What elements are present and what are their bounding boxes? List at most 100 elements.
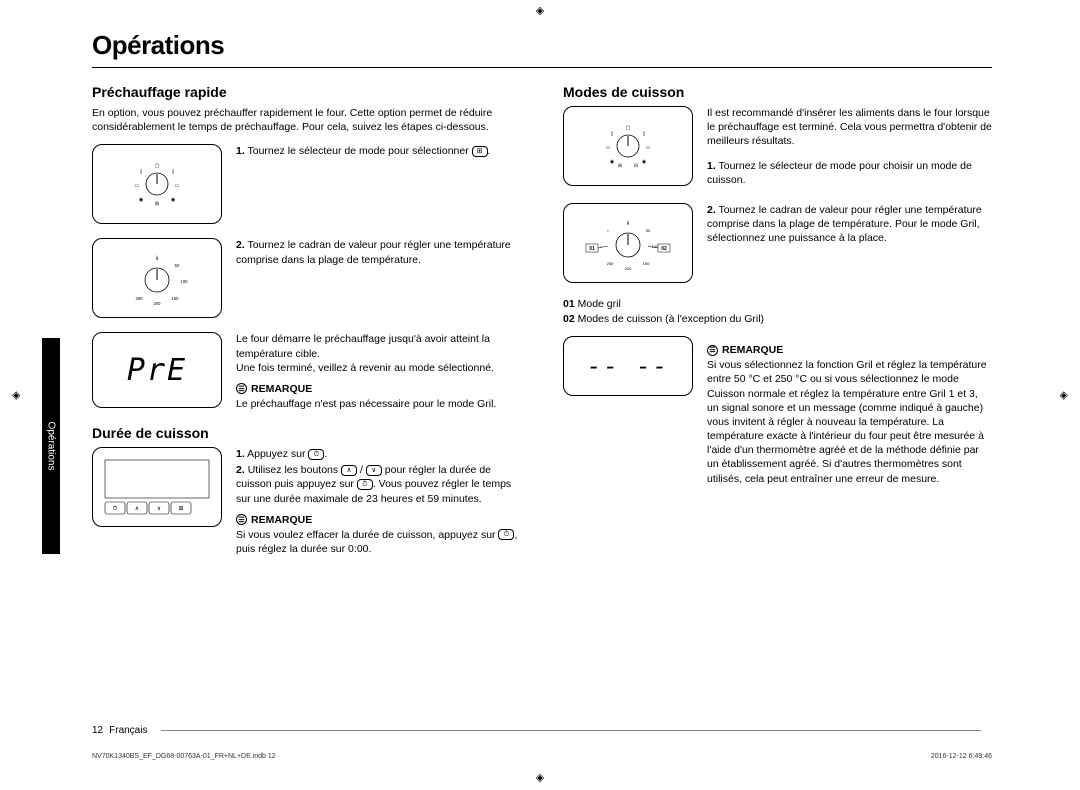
- remark-label-1: REMARQUE: [251, 383, 312, 395]
- remark-text-2: Si vous voulez effacer la durée de cuiss…: [236, 528, 521, 556]
- note-icon: ☰: [236, 383, 247, 394]
- pre-info-b: Une fois terminé, veillez à revenir au m…: [236, 361, 521, 375]
- svg-text:•: •: [607, 228, 609, 233]
- remark-text-1: Le préchauffage n'est pas nécessaire pou…: [236, 397, 521, 411]
- svg-text:▭: ▭: [175, 183, 180, 189]
- clock-button-icon: ⏱: [308, 449, 324, 460]
- modes-intro-step1: Il est recommandé d'insérer les aliments…: [707, 106, 992, 189]
- clock-button-icon-2: ⏱: [357, 479, 373, 490]
- side-tab: Opérations: [42, 338, 60, 554]
- svg-text:▯: ▯: [140, 169, 143, 175]
- svg-text:🌡: 🌡: [154, 255, 159, 260]
- reg-mark-bottom: ◈: [536, 771, 544, 784]
- columns: Préchauffage rapide En option, vous pouv…: [92, 84, 992, 570]
- row-pre-display: PrE Le four démarre le préchauffage jusq…: [92, 332, 521, 411]
- svg-text:▢: ▢: [626, 125, 631, 131]
- remark-head-1: ☰ REMARQUE: [236, 383, 521, 395]
- down-button-icon: ∨: [366, 465, 382, 476]
- prechauffage-intro: En option, vous pouvez préchauffer rapid…: [92, 106, 521, 134]
- footer-meta: NV70K1340BS_EF_DG68-00763A-01_FR+NL+DE.i…: [92, 753, 992, 760]
- svg-text:200: 200: [625, 266, 632, 271]
- svg-text:∨: ∨: [157, 506, 161, 512]
- footer-timestamp: 2016-12-12 6:49:46: [931, 753, 992, 760]
- right-column: Modes de cuisson ▢ ▯ ▯ ▭ ▭ ◉ ◉ ⊞ ⊟: [563, 84, 992, 570]
- svg-text:50: 50: [175, 263, 180, 268]
- remark-text-3: Si vous sélectionnez la fonction Gril et…: [707, 358, 992, 486]
- svg-text:◉: ◉: [139, 197, 144, 203]
- svg-text:200: 200: [154, 301, 162, 306]
- section-modes-heading: Modes de cuisson: [563, 84, 992, 100]
- step1-text: 1. Tournez le sélecteur de mode pour sél…: [236, 144, 521, 160]
- svg-text:⏱: ⏱: [113, 505, 118, 512]
- svg-text:250: 250: [136, 296, 144, 301]
- left-column: Préchauffage rapide En option, vous pouv…: [92, 84, 521, 570]
- reg-mark-top: ◈: [536, 4, 544, 17]
- page: Opérations Préchauffage rapide En option…: [92, 30, 992, 760]
- legend: 01 Mode gril 02 Modes de cuisson (à l'ex…: [563, 297, 992, 326]
- fig-display-pre: PrE: [92, 332, 222, 408]
- row-temp-dial-r: 🌡 50 100 150 200 250 •• 01 02: [563, 203, 992, 283]
- fig-temp-dial-r: 🌡 50 100 150 200 250 •• 01 02: [563, 203, 693, 283]
- row-panel: ⏱ ∧ ∨ ⊞ 1. Appuyez sur ⏱.: [92, 447, 521, 556]
- step1-body: Tournez le sélecteur de mode pour sélect…: [248, 145, 472, 157]
- svg-text:▭: ▭: [135, 183, 140, 189]
- remark-head-3: ☰ REMARQUE: [707, 344, 992, 356]
- fig-mode-selector-r: ▢ ▯ ▯ ▭ ▭ ◉ ◉ ⊞ ⊟: [563, 106, 693, 186]
- svg-text:250: 250: [607, 261, 614, 266]
- svg-text:◉: ◉: [610, 159, 615, 165]
- step1-num: 1.: [236, 145, 245, 157]
- svg-text:100: 100: [181, 279, 189, 284]
- svg-text:▯: ▯: [643, 131, 646, 137]
- modes-intro: Il est recommandé d'insérer les aliments…: [707, 106, 992, 149]
- page-number: 12: [92, 725, 103, 736]
- section-duree-heading: Durée de cuisson: [92, 425, 521, 441]
- svg-text:150: 150: [172, 296, 180, 301]
- svg-text:▭: ▭: [606, 145, 611, 151]
- reg-mark-left: ◈: [12, 389, 20, 402]
- svg-text:02: 02: [661, 246, 667, 252]
- svg-text:⊞: ⊞: [178, 506, 183, 512]
- footer-rule: [161, 730, 981, 731]
- display-dashes-text: -- --: [587, 352, 669, 380]
- svg-text:∧: ∧: [135, 506, 139, 512]
- page-footer: 12 Français: [92, 725, 981, 736]
- svg-text:▯: ▯: [611, 131, 614, 137]
- step2-body: Tournez le cadran de valeur pour régler …: [236, 239, 511, 265]
- fig-control-panel: ⏱ ∧ ∨ ⊞: [92, 447, 222, 527]
- row-mode-dial: ▢ ▯ ▯ ▭ ▭ ◉ ◉ ⊞ 1. Tournez le sélecteur de …: [92, 144, 521, 224]
- modes-remark: ☰ REMARQUE Si vous sélectionnez la fonct…: [707, 336, 992, 486]
- side-tab-label: Opérations: [46, 422, 57, 471]
- note-icon: ☰: [236, 514, 247, 525]
- step2-text: 2. Tournez le cadran de valeur pour régl…: [236, 238, 521, 268]
- row-display-warn: -- -- ☰ REMARQUE Si vous sélectionnez la…: [563, 336, 992, 486]
- mode-icon-inline: ⊞: [472, 146, 488, 157]
- svg-text:◉: ◉: [171, 197, 176, 203]
- svg-text:▯: ▯: [172, 169, 175, 175]
- svg-text:◉: ◉: [642, 159, 647, 165]
- step2-num: 2.: [236, 239, 245, 251]
- pre-info-a: Le four démarre le préchauffage jusqu'à …: [236, 332, 521, 360]
- svg-text:⊞: ⊞: [155, 201, 159, 207]
- page-lang: Français: [109, 725, 147, 736]
- fig-mode-selector: ▢ ▯ ▯ ▭ ▭ ◉ ◉ ⊞: [92, 144, 222, 224]
- row-mode-dial-r: ▢ ▯ ▯ ▭ ▭ ◉ ◉ ⊞ ⊟ Il est recommandé d'insére…: [563, 106, 992, 189]
- duree-steps: 1. Appuyez sur ⏱. 2. Utilisez les bouton…: [236, 447, 521, 556]
- svg-text:150: 150: [643, 261, 650, 266]
- note-icon: ☰: [707, 345, 718, 356]
- display-pre-text: PrE: [127, 353, 187, 388]
- svg-text:▢: ▢: [155, 163, 160, 169]
- row-temp-dial: 🌡 50 100 150 200 250 2. Tournez le: [92, 238, 521, 318]
- svg-text:⊞: ⊞: [618, 163, 622, 169]
- svg-text:▭: ▭: [646, 145, 651, 151]
- svg-text:🌡: 🌡: [625, 220, 630, 225]
- pre-info: Le four démarre le préchauffage jusqu'à …: [236, 332, 521, 411]
- svg-text:01: 01: [589, 246, 595, 252]
- reg-mark-right: ◈: [1060, 389, 1068, 402]
- svg-text:⊟: ⊟: [634, 163, 638, 169]
- remark-head-2: ☰ REMARQUE: [236, 514, 521, 526]
- fig-temp-dial: 🌡 50 100 150 200 250: [92, 238, 222, 318]
- footer-file: NV70K1340BS_EF_DG68-00763A-01_FR+NL+DE.i…: [92, 753, 276, 760]
- modes-step2: 2. Tournez le cadran de valeur pour régl…: [707, 203, 992, 248]
- section-prechauffage-heading: Préchauffage rapide: [92, 84, 521, 100]
- fig-display-dashes: -- --: [563, 336, 693, 396]
